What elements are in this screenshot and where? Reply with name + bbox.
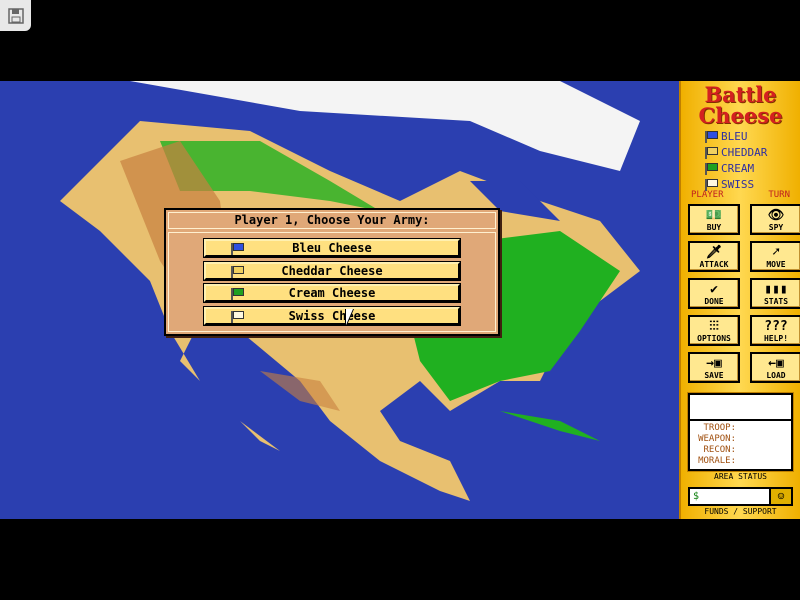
button-label: SAVE [704, 371, 724, 380]
troop-label: TROOP: [703, 423, 736, 433]
morale-label: MORALE: [698, 456, 736, 466]
game-screen: Battle Cheese BLEU CHEDDAR CREAM SWISS PL… [0, 81, 800, 519]
sliders-icon: ⫶⫶⫶ [709, 319, 719, 334]
recon-label: RECON: [703, 445, 736, 455]
save-button[interactable]: →▣ SAVE [688, 352, 740, 383]
game-logo: Battle Cheese [698, 82, 783, 128]
player-swiss: SWISS [681, 176, 800, 192]
army-option-cheddar[interactable]: Cheddar Cheese [203, 260, 461, 281]
army-option-cream[interactable]: Cream Cheese [203, 283, 461, 303]
move-button[interactable]: ➚ MOVE [750, 241, 800, 272]
flag-icon [231, 288, 244, 300]
dialog-title: Player 1, Choose Your Army: [168, 212, 496, 229]
question-icon: ??? [764, 319, 788, 334]
spy-button[interactable]: 👁 SPY [750, 204, 800, 235]
mouse-cursor [346, 309, 353, 325]
help-button[interactable]: ??? HELP! [750, 315, 800, 346]
load-button[interactable]: ←▣ LOAD [750, 352, 800, 383]
option-label: Cheddar Cheese [281, 263, 383, 278]
flag-icon [231, 310, 244, 323]
button-label: OPTIONS [697, 334, 731, 343]
player-cream: CREAM [681, 160, 800, 176]
funds-value: $ [693, 491, 700, 502]
support-face-icon: ☺ [769, 489, 791, 504]
button-label: SPY [768, 223, 784, 232]
button-label: MOVE [766, 260, 786, 269]
option-label: Bleu Cheese [292, 241, 372, 255]
done-button[interactable]: ✔ DONE [688, 278, 740, 309]
player-list: BLEU CHEDDAR CREAM SWISS [681, 128, 800, 192]
button-label: HELP! [763, 334, 789, 343]
option-label: Swiss Cheese [288, 308, 376, 323]
bar-chart-icon: ▮▮▮ [764, 282, 788, 297]
flag-icon [705, 147, 718, 159]
money-icon: 💵 [705, 208, 723, 223]
button-label: LOAD [766, 371, 786, 380]
floppy-load-icon: ←▣ [768, 356, 784, 371]
army-option-bleu[interactable]: Bleu Cheese [203, 238, 461, 258]
button-label: BUY [706, 223, 722, 232]
flag-icon [231, 265, 244, 278]
attack-button[interactable]: 🗡 ATTACK [688, 241, 740, 272]
floppy-save-icon: →▣ [706, 356, 722, 371]
player-bleu: BLEU [681, 128, 800, 144]
floppy-icon [7, 7, 24, 24]
weapon-label: WEAPON: [698, 434, 736, 444]
player-cheddar: CHEDDAR [681, 144, 800, 160]
flag-icon [231, 243, 244, 255]
button-label: DONE [704, 297, 724, 306]
buy-button[interactable]: 💵 BUY [688, 204, 740, 235]
funds-box: $ ☺ [688, 487, 793, 506]
options-button[interactable]: ⫶⫶⫶ OPTIONS [688, 315, 740, 346]
funds-caption: FUNDS / SUPPORT [704, 507, 777, 516]
area-status-caption: AREA STATUS [714, 472, 767, 481]
control-panel: Battle Cheese BLEU CHEDDAR CREAM SWISS PL… [679, 81, 800, 519]
option-label: Cream Cheese [288, 286, 376, 300]
eye-icon: 👁 [767, 208, 785, 223]
player-turn-indicator: PLAYER TURN [691, 190, 790, 200]
save-state-button[interactable] [0, 0, 31, 31]
stats-button[interactable]: ▮▮▮ STATS [750, 278, 800, 309]
button-label: ATTACK [699, 260, 729, 269]
area-status-box: TROOP: WEAPON: RECON: MORALE: [687, 392, 794, 472]
flag-icon [705, 179, 718, 191]
flag-icon [705, 163, 718, 175]
army-option-swiss[interactable]: Swiss Cheese [203, 305, 461, 326]
button-label: STATS [763, 297, 789, 306]
choose-army-dialog: Player 1, Choose Your Army: Bleu Cheese C… [164, 208, 500, 336]
flag-icon [705, 131, 718, 143]
checkmark-icon: ✔ [710, 282, 718, 297]
sword-icon: 🗡 [705, 245, 723, 260]
move-cheese-icon: ➚ [772, 245, 780, 260]
